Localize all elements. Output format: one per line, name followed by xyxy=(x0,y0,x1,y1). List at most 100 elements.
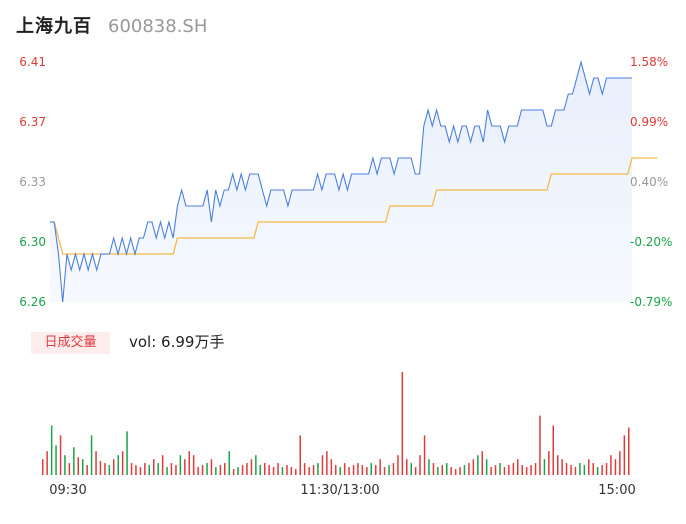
volume-bar xyxy=(335,465,337,475)
volume-bar xyxy=(628,427,630,475)
volume-bar xyxy=(303,463,306,475)
y-tick-pct: 0.40% xyxy=(630,175,668,189)
volume-bar xyxy=(82,459,84,475)
volume-bar xyxy=(596,467,599,475)
volume-bar xyxy=(246,463,248,475)
volume-bar xyxy=(437,467,439,475)
y-tick-price: 6.41 xyxy=(19,55,46,69)
volume-bar xyxy=(534,463,537,475)
volume-bar xyxy=(50,425,53,475)
volume-bar xyxy=(543,459,546,475)
volume-bar xyxy=(255,455,257,475)
volume-bar xyxy=(539,415,541,475)
volume-bar xyxy=(561,459,563,475)
volume-bar xyxy=(95,451,97,475)
volume-bar xyxy=(126,431,128,475)
volume-bar xyxy=(281,467,284,475)
y-tick-pct: -0.20% xyxy=(630,235,672,249)
volume-bar xyxy=(113,459,115,475)
volume-bar xyxy=(46,451,48,475)
volume-bar xyxy=(161,455,164,475)
y-tick-pct: 1.58% xyxy=(630,55,668,69)
volume-bar xyxy=(219,465,222,475)
volume-bar xyxy=(317,463,319,475)
volume-bar xyxy=(463,465,466,475)
volume-bar xyxy=(268,465,270,475)
volume-bar xyxy=(135,465,137,475)
volume-bar xyxy=(468,463,470,475)
volume-bar xyxy=(224,463,226,475)
volume-bar xyxy=(250,459,253,475)
volume-bar xyxy=(117,455,119,475)
volume-bar xyxy=(201,465,204,475)
volume-bar xyxy=(68,463,71,475)
volume-bar xyxy=(210,459,213,475)
volume-bar xyxy=(192,455,195,475)
volume-bar xyxy=(570,465,572,475)
volume-bar xyxy=(130,463,133,475)
stock-code: 600838.SH xyxy=(108,16,208,37)
volume-bar xyxy=(99,461,102,475)
volume-label: vol: 6.99万手 xyxy=(129,333,225,351)
volume-bar xyxy=(579,463,581,475)
volume-bar xyxy=(170,463,173,475)
volume-bar xyxy=(605,463,608,475)
volume-bar xyxy=(153,459,155,475)
volume-bar xyxy=(157,463,159,475)
volume-bar xyxy=(410,463,412,475)
volume-bar xyxy=(42,459,44,475)
volume-bar xyxy=(503,467,506,475)
volume-bar xyxy=(321,455,324,475)
volume-bar xyxy=(264,463,266,475)
volume-bar xyxy=(485,459,488,475)
volume-bar xyxy=(592,463,594,475)
y-tick-price: 6.37 xyxy=(19,115,46,129)
volume-bar xyxy=(601,465,603,475)
volume-bar xyxy=(228,451,230,475)
volume-bar xyxy=(308,467,310,475)
volume-bar xyxy=(290,467,293,475)
volume-bar xyxy=(574,467,577,475)
volume-bar xyxy=(312,465,315,475)
y-tick-price: 6.33 xyxy=(19,175,46,189)
volume-bar xyxy=(610,455,612,475)
volume-bar xyxy=(508,465,510,475)
volume-bar xyxy=(441,465,443,475)
volume-bar xyxy=(525,467,528,475)
volume-bar xyxy=(184,459,186,475)
volume-badge: 日成交量 xyxy=(31,332,110,354)
volume-bar xyxy=(272,467,275,475)
volume-bar xyxy=(583,465,586,475)
volume-bar xyxy=(64,455,66,475)
volume-bar xyxy=(490,467,492,475)
volume-bar xyxy=(548,451,550,475)
volume-bar xyxy=(197,467,199,475)
volume-bar xyxy=(286,465,288,475)
volume-bar xyxy=(375,465,377,475)
volume-bar xyxy=(206,463,208,475)
volume-bar xyxy=(144,463,146,475)
y-tick-pct: -0.79% xyxy=(630,295,672,309)
volume-bar xyxy=(259,465,261,475)
volume-bar xyxy=(619,451,621,475)
volume-bar xyxy=(472,459,475,475)
volume-bar xyxy=(499,463,501,475)
volume-bar xyxy=(446,463,448,475)
volume-bar xyxy=(481,451,483,475)
avg-price-line xyxy=(50,157,658,255)
volume-bar xyxy=(423,435,426,475)
volume-bar xyxy=(614,459,617,475)
volume-bar xyxy=(215,467,217,475)
volume-bar xyxy=(517,459,519,475)
volume-bar xyxy=(521,465,523,475)
stock-name: 上海九百 xyxy=(16,16,92,37)
volume-bar xyxy=(450,467,452,475)
volume-bar xyxy=(237,467,239,475)
stock-header: 上海九百 600838.SH xyxy=(16,12,207,40)
volume-bar xyxy=(55,445,57,475)
volume-bar xyxy=(59,435,62,475)
volume-bar xyxy=(348,467,350,475)
volume-bar xyxy=(179,455,182,475)
volume-bar xyxy=(357,463,359,475)
volume-bar xyxy=(379,459,381,475)
